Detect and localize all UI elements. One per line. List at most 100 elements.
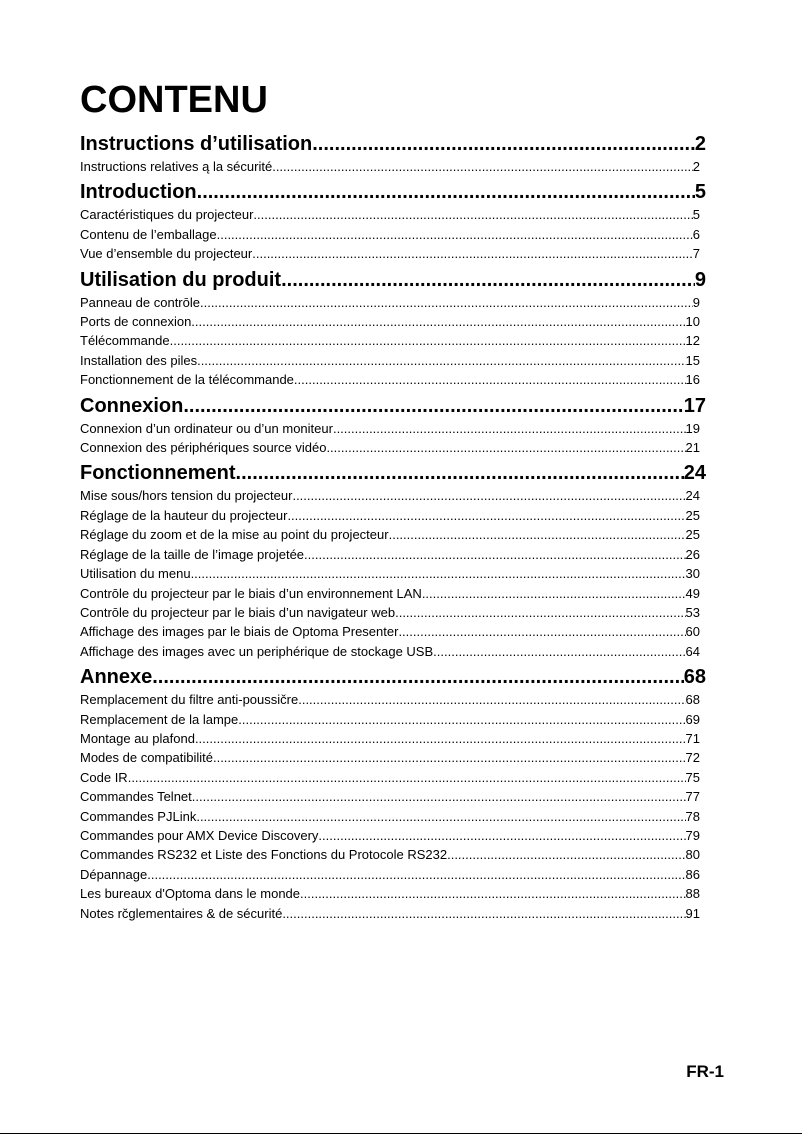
toc-entry[interactable]: Connexion d’un ordinateur ou d’un monite… xyxy=(80,419,700,438)
toc-entry-label: Réglage de la hauteur du projecteur xyxy=(80,507,288,523)
toc-entry-label: Commandes pour AMX Device Discovery xyxy=(80,827,319,843)
toc-entry-label: Dépannage xyxy=(80,866,148,882)
toc-entry-page: 12 xyxy=(685,333,700,349)
dot-leader xyxy=(422,584,686,603)
toc-entry-page: 9 xyxy=(692,294,700,310)
toc-entry[interactable]: Contrōle du projecteur par le biais d’un… xyxy=(80,603,700,622)
toc-entry[interactable]: Affichage des images avec un periphériqu… xyxy=(80,642,700,661)
dot-leader xyxy=(292,486,685,505)
toc-entry[interactable]: Affichage des images par le biais de Opt… xyxy=(80,622,700,641)
dot-leader xyxy=(389,525,686,544)
toc-entry[interactable]: Code IR 75 xyxy=(80,768,700,787)
toc-entry-page: 69 xyxy=(685,711,700,727)
toc-entry[interactable]: Commandes PJLink 78 xyxy=(80,807,700,826)
toc-entry[interactable]: Remplacement de la lampe 69 xyxy=(80,710,700,729)
toc-entry-label: Commandes PJLink xyxy=(80,808,197,824)
toc-entry-label: Connexion des périphériques source vidéo xyxy=(80,440,327,456)
toc-section[interactable]: Utilisation du produit 9 xyxy=(80,267,706,293)
toc-entry[interactable]: Remplacement du filtre anti-poussičre 68 xyxy=(80,690,700,709)
toc-entry[interactable]: Modes de compatibilité 72 xyxy=(80,748,700,767)
dot-leader xyxy=(433,642,685,661)
toc-entry[interactable]: Vue d’ensemble du projecteur 7 xyxy=(80,244,700,263)
toc-entry-label: Commandes RS232 et Liste des Fonctions d… xyxy=(80,847,448,863)
toc-entry-page: 71 xyxy=(685,730,700,746)
dot-leader xyxy=(238,710,685,729)
page-number: FR-1 xyxy=(686,1062,724,1081)
toc-entry[interactable]: Contrōle du projecteur par le biais d’un… xyxy=(80,584,700,603)
toc-section-page: 24 xyxy=(683,462,706,485)
dot-leader xyxy=(447,845,685,864)
toc-entry-page: 80 xyxy=(685,847,700,863)
dot-leader xyxy=(281,267,695,293)
toc-entry-label: Connexion d’un ordinateur ou d’un monite… xyxy=(80,420,333,436)
toc-entry[interactable]: Contenu de l’emballage 6 xyxy=(80,225,700,244)
toc-entry-page: 24 xyxy=(685,488,700,504)
toc-section[interactable]: Introduction 5 xyxy=(80,179,706,205)
toc-entry[interactable]: Commandes pour AMX Device Discovery 79 xyxy=(80,826,700,845)
toc-entry-label: Installation des piles xyxy=(80,352,198,368)
toc-entry-page: 16 xyxy=(685,372,700,388)
toc-entry-page: 86 xyxy=(685,866,700,882)
toc-entry-page: 78 xyxy=(685,808,700,824)
toc-entry-page: 49 xyxy=(685,585,700,601)
toc-entry[interactable]: Panneau de contrōle 9 xyxy=(80,293,700,312)
toc-entry-page: 75 xyxy=(685,769,700,785)
toc-section-page: 17 xyxy=(683,394,706,417)
toc-entry[interactable]: Réglage de la taille de l’image projetée… xyxy=(80,545,700,564)
toc-entry[interactable]: Commandes Telnet 77 xyxy=(80,787,700,806)
toc-entry-page: 7 xyxy=(692,246,700,262)
toc-entry-page: 88 xyxy=(685,886,700,902)
toc-entry-page: 25 xyxy=(685,527,700,543)
toc-section[interactable]: Instructions d’utilisation 2 xyxy=(80,131,706,157)
dot-leader xyxy=(170,331,686,350)
toc-entry[interactable]: Dépannage 86 xyxy=(80,865,700,884)
toc-section[interactable]: Annexe 68 xyxy=(80,664,706,690)
toc-entry-label: Réglage du zoom et de la mise au point d… xyxy=(80,527,389,543)
toc-entry-page: 6 xyxy=(692,226,700,242)
dot-leader xyxy=(195,729,686,748)
toc-entry-page: 21 xyxy=(685,440,700,456)
toc-entry[interactable]: Montage au plafond 71 xyxy=(80,729,700,748)
dot-leader xyxy=(197,179,695,205)
toc-entry-page: 64 xyxy=(685,643,700,659)
toc-entry-page: 30 xyxy=(685,566,700,582)
toc-entry-page: 60 xyxy=(685,624,700,640)
toc-entry[interactable]: Connexion des périphériques source vidéo… xyxy=(80,438,700,457)
toc-entry-label: Affichage des images par le biais de Opt… xyxy=(80,624,399,640)
toc-entry-label: Instructions relatives ą la sécurité xyxy=(80,159,273,174)
toc-entry[interactable]: Réglage du zoom et de la mise au point d… xyxy=(80,525,700,544)
toc-section[interactable]: Connexion 17 xyxy=(80,393,706,419)
toc-entry[interactable]: Fonctionnement de la télécommande 16 xyxy=(80,370,700,389)
toc-entry[interactable]: Mise sous/hors tension du projecteur 24 xyxy=(80,486,700,505)
toc-entry-label: Vue d’ensemble du projecteur xyxy=(80,246,253,262)
dot-leader xyxy=(318,826,685,845)
dot-leader xyxy=(192,787,686,806)
toc-section-page: 9 xyxy=(694,268,706,291)
dot-leader xyxy=(272,157,693,176)
toc-entry-page: 25 xyxy=(685,507,700,523)
toc-entry-page: 72 xyxy=(685,750,700,766)
toc-entry-label: Code IR xyxy=(80,769,128,785)
toc-entry[interactable]: Réglage de la hauteur du projecteur 25 xyxy=(80,506,700,525)
toc-section[interactable]: Fonctionnement 24 xyxy=(80,460,706,486)
toc-entry-label: Réglage de la taille de l’image projetée xyxy=(80,546,305,562)
toc-entry-page: 68 xyxy=(685,692,700,708)
dot-leader xyxy=(252,244,693,263)
toc-entry-label: Télécommande xyxy=(80,333,170,349)
toc-entry[interactable]: Caractéristiques du projecteur 5 xyxy=(80,205,700,224)
toc-section-label: Fonctionnement xyxy=(80,462,236,485)
toc-section-label: Instructions d’utilisation xyxy=(80,133,313,155)
toc-entry[interactable]: Notes rčglementaires & de sécurité 91 xyxy=(80,904,700,923)
dot-leader xyxy=(213,748,686,767)
toc-entry[interactable]: Installation des piles 15 xyxy=(80,351,700,370)
toc-entry[interactable]: Télécommande 12 xyxy=(80,331,700,350)
dot-leader xyxy=(312,131,695,157)
toc-entry-label: Les bureaux d'Optoma dans le monde xyxy=(80,886,301,902)
toc-section-label: Utilisation du produit xyxy=(80,268,282,291)
toc-entry[interactable]: Utilisation du menu 30 xyxy=(80,564,700,583)
toc-entry[interactable]: Les bureaux d'Optoma dans le monde 88 xyxy=(80,884,700,903)
toc-entry[interactable]: Instructions relatives ą la sécurité 2 xyxy=(80,157,700,176)
toc-entry[interactable]: Commandes RS232 et Liste des Fonctions d… xyxy=(80,845,700,864)
page-bottom-rule xyxy=(0,1133,802,1134)
toc-entry[interactable]: Ports de connexion 10 xyxy=(80,312,700,331)
